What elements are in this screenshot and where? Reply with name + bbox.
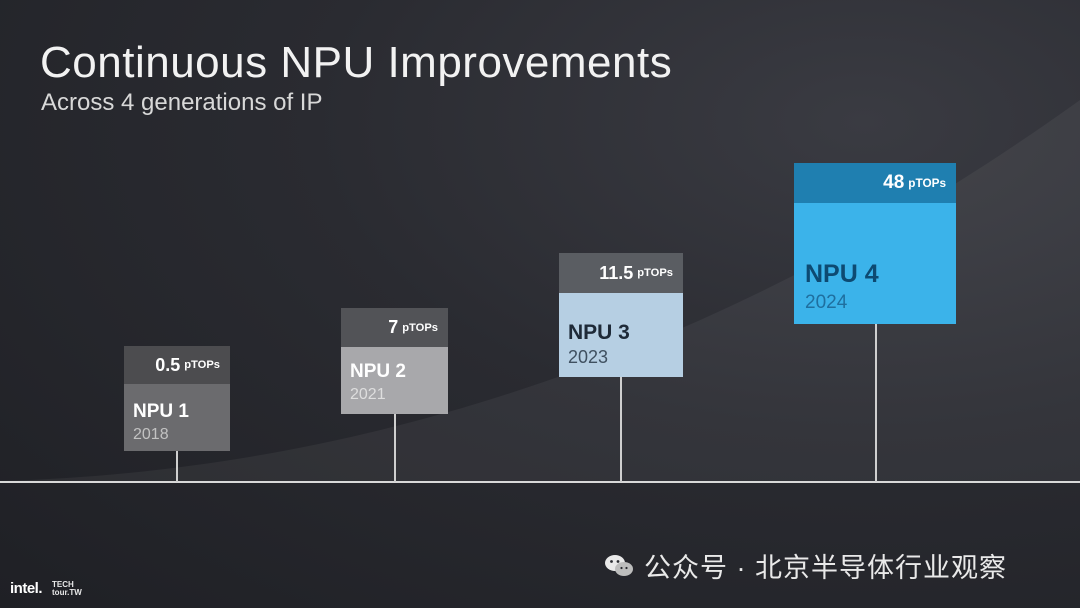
slide-title: Continuous NPU Improvements [40,38,673,87]
npu4-performance: 48 pTOPs [794,163,956,203]
npu2-card: 7 pTOPs NPU 2 2021 [341,308,448,414]
npu2-year: 2021 [350,386,386,403]
timeline-axis [0,481,1080,483]
watermark-text: 公众号 · 北京半导体行业观察 [644,553,1007,583]
npu4-year: 2024 [805,292,848,313]
npu4-name: NPU 4 [805,260,879,288]
npu2-connector [394,414,396,482]
npu1-value: 0.5 [155,354,181,375]
tech-tour-line2: tour.TW [52,587,82,597]
npu2-unit: pTOPs [402,321,438,334]
npu1-connector [176,451,178,482]
npu3-value: 11.5 [599,262,634,283]
npu4-card: 48 pTOPs NPU 4 2024 [794,163,956,324]
npu3-name: NPU 3 [568,321,630,344]
tech-tour-logo: TECH tour.TW [52,579,82,597]
npu2-value: 7 [388,317,399,337]
tech-tour-line1: TECH [52,579,74,589]
npu3-performance: 11.5 pTOPs [559,253,683,293]
npu3-unit: pTOPs [637,267,673,279]
slide-subtitle: Across 4 generations of IP [41,89,323,116]
wechat-watermark: 公众号 · 北京半导体行业观察 [604,546,1007,585]
npu2-name: NPU 2 [350,361,406,382]
npu1-name: NPU 1 [133,401,189,422]
intel-logo: intel. [10,580,43,597]
npu3-card: 11.5 pTOPs NPU 3 2023 [559,253,683,377]
npu1-card: 0.5 pTOPs NPU 1 2018 [124,346,230,451]
npu1-performance: 0.5 pTOPs [124,346,230,384]
wechat-icon [605,554,633,576]
intel-tech-tour-logo: intel. TECH tour.TW [10,580,82,597]
npu4-value: 48 [883,172,905,193]
npu3-connector [620,377,622,482]
npu4-unit: pTOPs [908,176,946,190]
npu4-connector [875,324,877,482]
npu2-performance: 7 pTOPs [341,308,448,347]
npu3-year: 2023 [568,347,609,367]
npu1-unit: pTOPs [184,359,220,371]
npu1-year: 2018 [133,426,169,443]
